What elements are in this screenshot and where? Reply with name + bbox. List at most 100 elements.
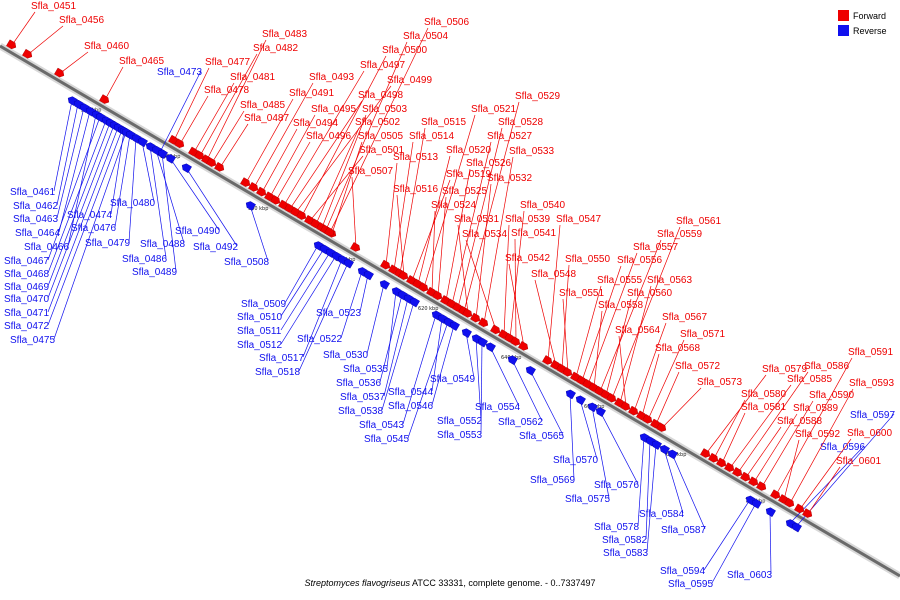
gene-label[interactable]: Sfla_0555 xyxy=(597,275,642,286)
gene-label[interactable]: Sfla_0504 xyxy=(403,31,448,42)
gene-label[interactable]: Sfla_0522 xyxy=(297,334,342,345)
gene-label[interactable]: Sfla_0529 xyxy=(515,91,560,102)
gene-arrow[interactable] xyxy=(620,401,631,412)
gene-label[interactable]: Sfla_0592 xyxy=(795,429,840,440)
gene-label[interactable]: Sfla_0564 xyxy=(615,325,660,336)
gene-label[interactable]: Sfla_0470 xyxy=(4,294,49,305)
gene-arrow[interactable] xyxy=(484,341,496,353)
gene-label[interactable]: Sfla_0533 xyxy=(509,146,554,157)
gene-arrow[interactable] xyxy=(700,448,711,459)
gene-label[interactable]: Sfla_0472 xyxy=(4,321,49,332)
gene-arrow[interactable] xyxy=(6,39,17,51)
gene-arrow[interactable] xyxy=(574,394,586,406)
gene-label[interactable]: Sfla_0567 xyxy=(662,312,707,323)
gene-label[interactable]: Sfla_0582 xyxy=(602,535,647,546)
gene-label[interactable]: Sfla_0491 xyxy=(289,88,334,99)
gene-arrow[interactable] xyxy=(256,186,267,198)
gene-label[interactable]: Sfla_0557 xyxy=(633,242,678,253)
gene-label[interactable]: Sfla_0481 xyxy=(230,72,275,83)
gene-label[interactable]: Sfla_0590 xyxy=(809,390,854,401)
gene-arrow[interactable] xyxy=(362,269,374,281)
gene-label[interactable]: Sfla_0500 xyxy=(382,45,427,56)
gene-arrow[interactable] xyxy=(756,481,767,492)
gene-label[interactable]: Sfla_0573 xyxy=(697,377,742,388)
gene-label[interactable]: Sfla_0502 xyxy=(355,117,400,128)
gene-arrow[interactable] xyxy=(564,388,576,400)
gene-arrow[interactable] xyxy=(490,324,501,336)
gene-label[interactable]: Sfla_0578 xyxy=(594,522,639,533)
gene-arrow[interactable] xyxy=(408,297,420,308)
gene-label[interactable]: Sfla_0492 xyxy=(193,242,238,253)
gene-arrow[interactable] xyxy=(708,452,719,464)
gene-label[interactable]: Sfla_0469 xyxy=(4,282,49,293)
gene-arrow[interactable] xyxy=(324,226,335,238)
gene-label[interactable]: Sfla_0515 xyxy=(421,117,466,128)
gene-arrow[interactable] xyxy=(784,497,795,509)
gene-label[interactable]: Sfla_0560 xyxy=(627,288,672,299)
gene-label[interactable]: Sfla_0498 xyxy=(358,90,403,101)
gene-arrow[interactable] xyxy=(650,439,662,450)
gene-label[interactable]: Sfla_0593 xyxy=(849,378,894,389)
gene-label[interactable]: Sfla_0494 xyxy=(293,118,338,129)
gene-label[interactable]: Sfla_0591 xyxy=(848,347,893,358)
gene-label[interactable]: Sfla_0531 xyxy=(454,214,499,225)
gene-arrow[interactable] xyxy=(240,177,251,189)
gene-label[interactable]: Sfla_0540 xyxy=(520,200,565,211)
gene-label[interactable]: Sfla_0543 xyxy=(359,420,404,431)
gene-label[interactable]: Sfla_0556 xyxy=(617,255,662,266)
gene-arrow[interactable] xyxy=(562,366,573,378)
gene-arrow[interactable] xyxy=(462,308,473,319)
gene-label[interactable]: Sfla_0544 xyxy=(388,387,433,398)
gene-label[interactable]: Sfla_0562 xyxy=(498,417,543,428)
gene-label[interactable]: Sfla_0520 xyxy=(446,145,491,156)
gene-label[interactable]: Sfla_0479 xyxy=(85,238,130,249)
gene-label[interactable]: Sfla_0514 xyxy=(409,131,454,142)
gene-label[interactable]: Sfla_0541 xyxy=(511,228,556,239)
gene-label[interactable]: Sfla_0568 xyxy=(655,343,700,354)
gene-arrow[interactable] xyxy=(350,242,361,253)
gene-label[interactable]: Sfla_0538 xyxy=(338,406,383,417)
gene-label[interactable]: Sfla_0511 xyxy=(237,326,282,337)
gene-arrow[interactable] xyxy=(510,336,521,348)
gene-label[interactable]: Sfla_0559 xyxy=(657,229,702,240)
gene-arrow[interactable] xyxy=(518,341,529,352)
gene-label[interactable]: Sfla_0548 xyxy=(531,269,576,280)
gene-label[interactable]: Sfla_0542 xyxy=(505,253,550,264)
gene-label[interactable]: Sfla_0585 xyxy=(787,374,832,385)
gene-label[interactable]: Sfla_0503 xyxy=(362,104,407,115)
gene-label[interactable]: Sfla_0475 xyxy=(10,335,55,346)
gene-arrow[interactable] xyxy=(398,270,409,282)
gene-arrow[interactable] xyxy=(418,282,429,293)
gene-arrow[interactable] xyxy=(448,320,460,331)
gene-label[interactable]: Sfla_0603 xyxy=(727,570,772,581)
gene-label[interactable]: Sfla_0601 xyxy=(836,456,881,467)
gene-label[interactable]: Sfla_0554 xyxy=(475,402,520,413)
gene-label[interactable]: Sfla_0526 xyxy=(466,158,511,169)
gene-arrow[interactable] xyxy=(764,506,776,518)
gene-label[interactable]: Sfla_0483 xyxy=(262,29,307,40)
gene-arrow[interactable] xyxy=(174,138,185,150)
gene-label[interactable]: Sfla_0563 xyxy=(647,275,692,286)
gene-arrow[interactable] xyxy=(770,489,781,501)
gene-label[interactable]: Sfla_0505 xyxy=(358,131,403,142)
gene-label[interactable]: Sfla_0471 xyxy=(4,308,49,319)
gene-arrow[interactable] xyxy=(666,448,678,460)
gene-label[interactable]: Sfla_0545 xyxy=(364,434,409,445)
gene-arrow[interactable] xyxy=(164,153,176,164)
gene-label[interactable]: Sfla_0460 xyxy=(84,41,129,52)
gene-arrow[interactable] xyxy=(794,503,805,515)
gene-label[interactable]: Sfla_0547 xyxy=(556,214,601,225)
gene-label[interactable]: Sfla_0513 xyxy=(393,152,438,163)
gene-label[interactable]: Sfla_0546 xyxy=(388,401,433,412)
gene-label[interactable]: Sfla_0571 xyxy=(680,329,725,340)
gene-arrow[interactable] xyxy=(606,392,617,404)
gene-label[interactable]: Sfla_0595 xyxy=(668,579,713,590)
gene-label[interactable]: Sfla_0516 xyxy=(393,184,438,195)
gene-label[interactable]: Sfla_0508 xyxy=(224,257,269,268)
gene-label[interactable]: Sfla_0486 xyxy=(122,254,167,265)
gene-arrow[interactable] xyxy=(99,94,110,106)
gene-label[interactable]: Sfla_0487 xyxy=(244,113,289,124)
gene-label[interactable]: Sfla_0580 xyxy=(741,389,786,400)
gene-arrow[interactable] xyxy=(156,148,168,159)
gene-arrow[interactable] xyxy=(642,414,653,425)
